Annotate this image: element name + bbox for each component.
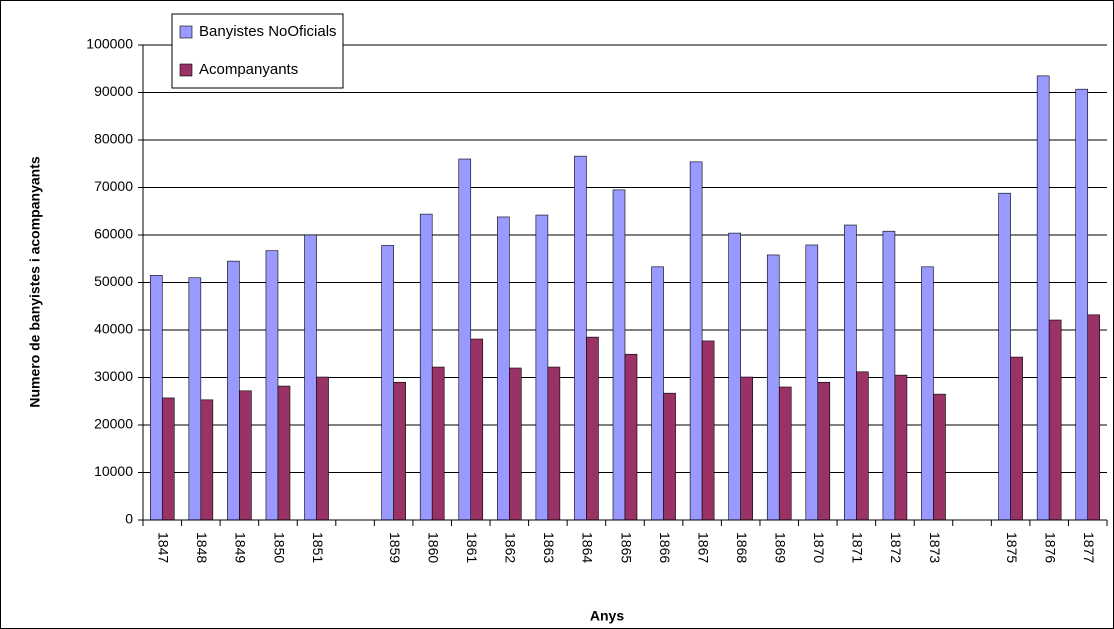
y-tick-label: 10000 <box>94 463 133 479</box>
bar <box>882 230 896 521</box>
x-tick-label: 1849 <box>233 532 249 563</box>
bar <box>1048 319 1062 521</box>
bar <box>239 390 252 521</box>
y-tick-label: 20000 <box>94 416 133 432</box>
y-tick-label: 70000 <box>94 178 133 194</box>
bar <box>458 158 472 521</box>
y-tick-label: 80000 <box>94 131 133 147</box>
bar <box>547 366 561 521</box>
x-tick-label: 1851 <box>310 532 326 563</box>
bar <box>277 385 291 521</box>
bar <box>161 397 175 521</box>
bar <box>304 234 317 521</box>
x-tick-label: 1863 <box>541 532 557 563</box>
bar <box>933 393 946 521</box>
bar <box>612 189 626 521</box>
x-tick-label: 1867 <box>695 532 711 563</box>
bar <box>497 216 510 521</box>
x-tick-label: 1847 <box>156 532 172 563</box>
y-tick-label: 50000 <box>94 273 133 289</box>
bar <box>470 338 484 521</box>
x-tick-label: 1864 <box>580 532 596 563</box>
bar <box>227 260 240 521</box>
x-tick-label: 1872 <box>888 532 904 563</box>
x-tick-label: 1868 <box>734 532 750 563</box>
x-tick-label: 1861 <box>464 532 480 563</box>
bar <box>1010 356 1023 521</box>
bar <box>998 192 1011 521</box>
bar <box>393 381 406 521</box>
x-tick-label: 1865 <box>618 532 634 563</box>
x-tick-label: 1850 <box>271 532 287 563</box>
x-tick-label: 1871 <box>850 532 866 563</box>
bar <box>844 224 857 521</box>
x-axis-title: Anys <box>590 608 624 624</box>
bar <box>1087 314 1101 521</box>
x-tick-label: 1866 <box>657 532 673 563</box>
x-tick-label: 1862 <box>503 532 519 563</box>
legend-swatch <box>179 63 193 77</box>
bar <box>740 376 753 521</box>
legend-box <box>171 13 344 89</box>
bar <box>316 376 329 521</box>
legend-swatch <box>179 25 193 39</box>
bar <box>689 161 703 521</box>
bar <box>1075 88 1089 521</box>
y-tick-label: 40000 <box>94 321 133 337</box>
x-tick-label: 1869 <box>773 532 789 563</box>
x-tick-label: 1876 <box>1042 532 1058 563</box>
y-tick-label: 60000 <box>94 226 133 242</box>
bar <box>509 367 522 521</box>
x-tick-label: 1870 <box>811 532 827 563</box>
bar <box>200 399 214 521</box>
bar <box>894 374 908 521</box>
bar <box>624 353 638 521</box>
bar <box>535 214 549 521</box>
bar <box>651 266 664 521</box>
bar <box>149 275 163 521</box>
bar <box>663 392 676 521</box>
bar <box>766 254 780 521</box>
bar <box>419 213 433 521</box>
bar <box>381 245 394 521</box>
x-tick-label: 1873 <box>927 532 943 563</box>
bar <box>778 386 792 521</box>
bar <box>728 232 741 521</box>
bar <box>1036 75 1050 521</box>
bar <box>805 244 819 521</box>
bar <box>701 340 715 521</box>
y-axis-title: Numero de banyistes i acompanyants <box>27 156 43 408</box>
bar <box>574 155 587 521</box>
bar <box>817 381 831 521</box>
x-tick-label: 1875 <box>1004 532 1020 563</box>
bar <box>188 277 202 521</box>
x-tick-label: 1848 <box>194 532 210 563</box>
x-tick-label: 1860 <box>425 532 441 563</box>
bar <box>856 371 869 521</box>
bar <box>921 266 934 521</box>
bar <box>431 366 445 521</box>
x-tick-label: 1859 <box>387 532 403 563</box>
y-tick-label: 100000 <box>86 36 133 52</box>
bar <box>265 250 279 521</box>
x-tick-label: 1877 <box>1081 532 1097 563</box>
legend-label: Banyistes NoOficials <box>199 23 337 40</box>
bar <box>586 336 599 521</box>
y-tick-label: 0 <box>125 511 133 527</box>
legend-label: Acompanyants <box>199 61 298 78</box>
y-tick-label: 30000 <box>94 368 133 384</box>
y-tick-label: 90000 <box>94 83 133 99</box>
